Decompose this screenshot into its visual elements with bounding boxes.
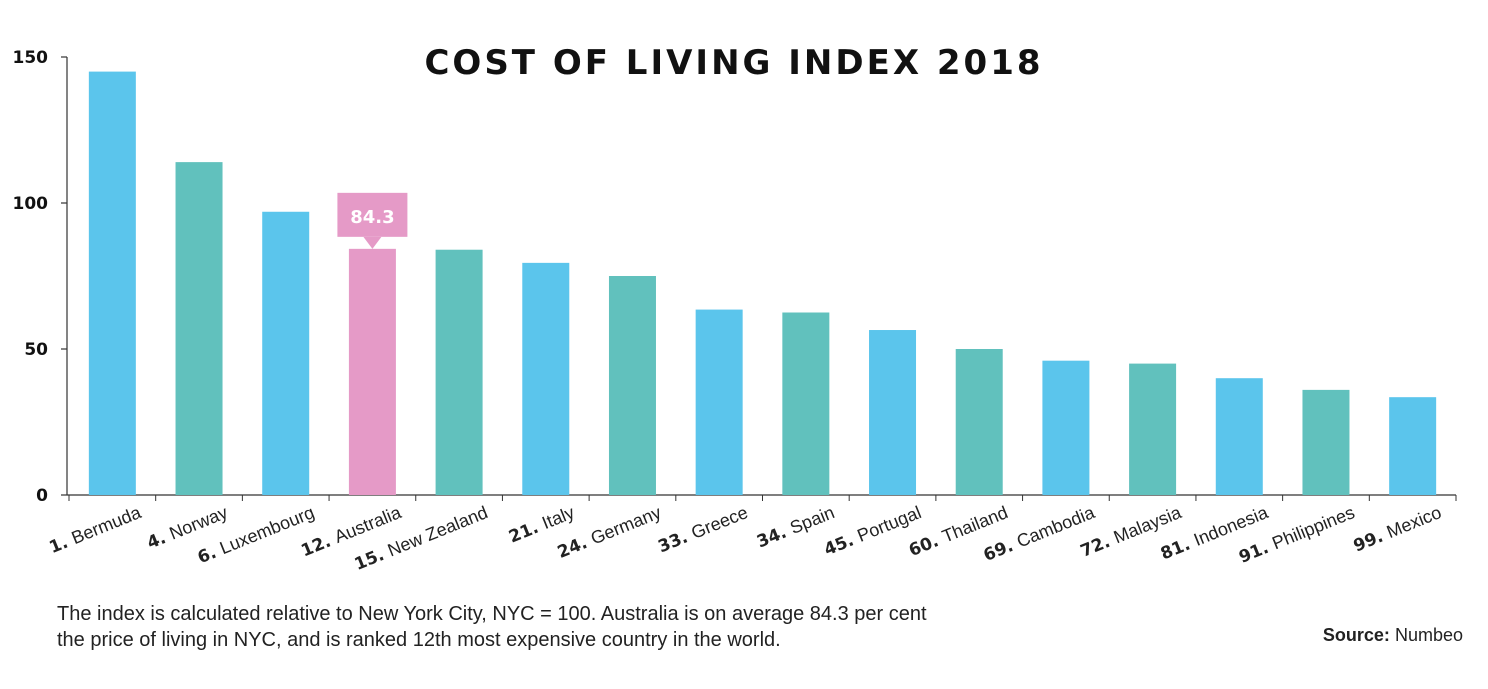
- source-credit: Source: Numbeo: [1323, 625, 1463, 646]
- bar: [348, 248, 396, 495]
- bar: [1215, 378, 1263, 495]
- footnote: The index is calculated relative to New …: [57, 601, 1157, 653]
- bar: [782, 312, 830, 495]
- y-tick-label: 0: [36, 486, 48, 506]
- bar: [695, 309, 743, 495]
- bar: [608, 276, 656, 495]
- bar: [522, 262, 570, 495]
- source-value: Numbeo: [1394, 625, 1463, 645]
- bar: [869, 330, 917, 495]
- bar: [955, 349, 1003, 495]
- y-tick-label: 150: [13, 48, 49, 68]
- x-tick-label: 1. Bermuda: [46, 502, 145, 558]
- callout-pointer: [363, 236, 382, 249]
- highlight-callout: 84.3: [337, 192, 408, 249]
- data-label: 84.3: [350, 207, 394, 228]
- footnote-line-2: the price of living in NYC, and is ranke…: [57, 629, 781, 651]
- bar: [1042, 360, 1090, 495]
- callout-box: [337, 192, 408, 237]
- bar-chart: COST OF LIVING INDEX 2018 0 50 100 150 1. B…: [13, 43, 1457, 575]
- bar: [175, 162, 223, 495]
- x-tick-label: 99. Mexico: [1350, 502, 1444, 556]
- y-tick-label: 50: [24, 340, 48, 360]
- footnote-line-1: The index is calculated relative to New …: [57, 603, 927, 625]
- bar: [1129, 363, 1177, 495]
- chart-title: COST OF LIVING INDEX 2018: [424, 43, 1043, 83]
- bar: [1389, 397, 1437, 495]
- bar: [88, 71, 136, 495]
- bars-group: [88, 71, 1437, 495]
- bar: [435, 249, 483, 495]
- y-tick-label: 100: [13, 194, 49, 214]
- bar: [1302, 389, 1350, 495]
- source-label: Source:: [1322, 625, 1390, 645]
- bar: [262, 211, 310, 495]
- x-tick-label: 33. Greece: [655, 502, 751, 557]
